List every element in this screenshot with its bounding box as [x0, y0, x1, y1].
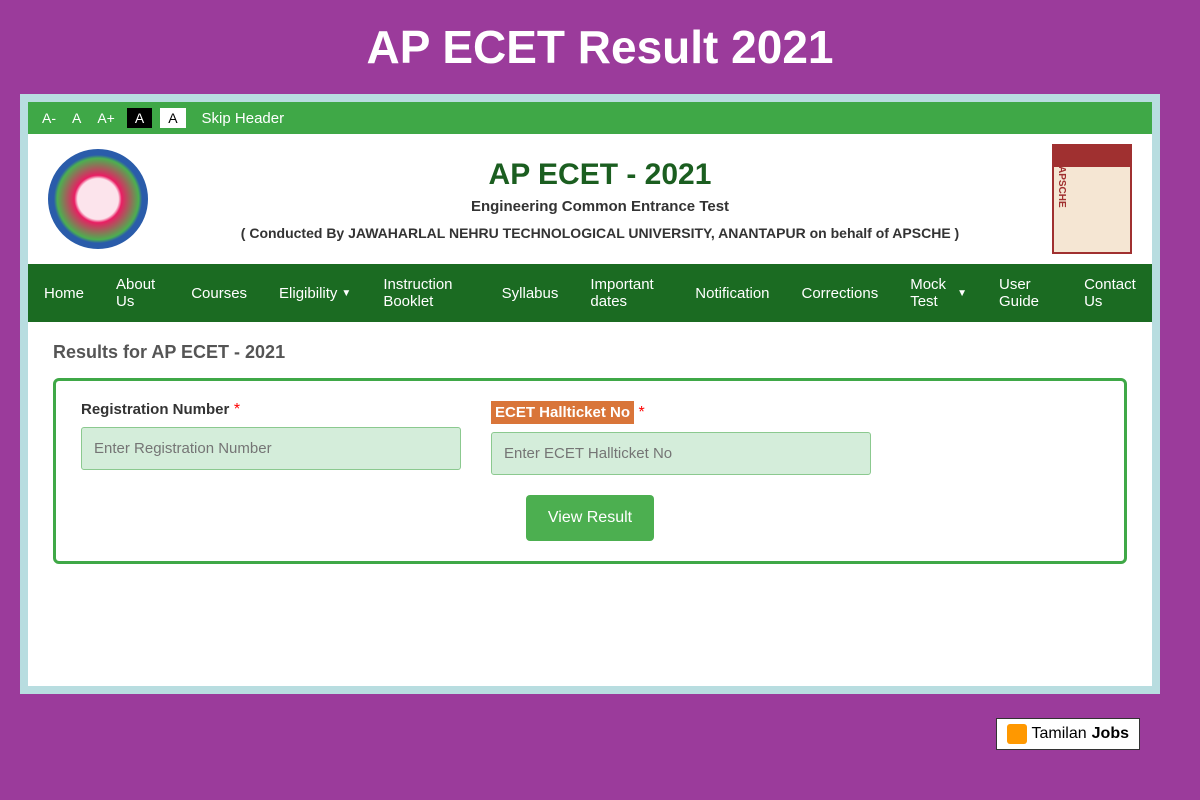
content-area: Results for AP ECET - 2021 Registration … — [28, 322, 1152, 584]
font-normal-button[interactable]: A — [68, 108, 85, 128]
contrast-light-button[interactable]: A — [160, 108, 185, 128]
registration-label-wrapper: Registration Number * — [81, 401, 461, 419]
accessibility-bar: A- A A+ A A Skip Header — [28, 102, 1152, 134]
chevron-down-icon: ▼ — [341, 288, 351, 299]
font-decrease-button[interactable]: A- — [38, 108, 60, 128]
nav-item-label: Notification — [695, 285, 769, 302]
nav-item-corrections[interactable]: Corrections — [786, 264, 895, 322]
main-title: AP ECET - 2021 — [148, 158, 1052, 192]
jntu-logo — [48, 149, 148, 249]
watermark-text1: Tamilan — [1032, 725, 1087, 743]
required-asterisk: * — [638, 404, 644, 421]
contrast-dark-button[interactable]: A — [127, 108, 152, 128]
hallticket-label: ECET Hallticket No — [491, 401, 634, 424]
nav-item-home[interactable]: Home — [28, 264, 100, 322]
nav-item-contact-us[interactable]: Contact Us — [1068, 264, 1152, 322]
watermark-icon — [1007, 724, 1027, 744]
inner-container: A- A A+ A A Skip Header AP ECET - 2021 E… — [28, 102, 1152, 686]
skip-header-link[interactable]: Skip Header — [202, 110, 285, 127]
view-result-button[interactable]: View Result — [526, 495, 654, 541]
navigation-bar: Home About Us Courses Eligibility ▼ Instructi… — [28, 264, 1152, 322]
nav-item-label: About Us — [116, 276, 159, 310]
page-title: AP ECET Result 2021 — [20, 20, 1180, 74]
nav-item-about-us[interactable]: About Us — [100, 264, 175, 322]
nav-item-label: Corrections — [802, 285, 879, 302]
hallticket-label-wrapper: ECET Hallticket No * — [491, 401, 871, 424]
registration-label: Registration Number — [81, 401, 229, 418]
nav-item-mock-test[interactable]: Mock Test ▼ — [894, 264, 983, 322]
nav-item-syllabus[interactable]: Syllabus — [486, 264, 575, 322]
nav-item-label: Contact Us — [1084, 276, 1136, 310]
nav-item-label: Eligibility — [279, 285, 337, 302]
conducted-by-text: ( Conducted By JAWAHARLAL NEHRU TECHNOLO… — [148, 225, 1052, 241]
nav-item-notification[interactable]: Notification — [679, 264, 785, 322]
nav-item-important-dates[interactable]: Important dates — [574, 264, 679, 322]
watermark-text2: Jobs — [1092, 725, 1129, 743]
nav-item-label: Courses — [191, 285, 247, 302]
registration-input[interactable] — [81, 427, 461, 470]
header-section: AP ECET - 2021 Engineering Common Entran… — [28, 134, 1152, 264]
font-increase-button[interactable]: A+ — [93, 108, 119, 128]
form-container: Registration Number * ECET Hallticket No… — [53, 378, 1127, 564]
nav-item-instruction-booklet[interactable]: Instruction Booklet — [367, 264, 485, 322]
button-row: View Result — [81, 495, 1099, 541]
nav-item-label: Home — [44, 285, 84, 302]
nav-item-label: User Guide — [999, 276, 1052, 310]
apsche-logo — [1052, 144, 1132, 254]
chevron-down-icon: ▼ — [957, 288, 967, 299]
nav-item-user-guide[interactable]: User Guide — [983, 264, 1068, 322]
screenshot-container: A- A A+ A A Skip Header AP ECET - 2021 E… — [20, 94, 1160, 694]
hallticket-group: ECET Hallticket No * — [491, 401, 871, 475]
header-center: AP ECET - 2021 Engineering Common Entran… — [148, 158, 1052, 241]
required-asterisk: * — [234, 401, 240, 418]
registration-group: Registration Number * — [81, 401, 461, 475]
nav-item-eligibility[interactable]: Eligibility ▼ — [263, 264, 367, 322]
hallticket-input[interactable] — [491, 432, 871, 475]
nav-item-label: Mock Test — [910, 276, 953, 310]
watermark: Tamilan Jobs — [996, 718, 1140, 750]
nav-item-label: Instruction Booklet — [383, 276, 469, 310]
form-row: Registration Number * ECET Hallticket No… — [81, 401, 1099, 475]
results-heading: Results for AP ECET - 2021 — [53, 342, 1127, 363]
nav-item-label: Syllabus — [502, 285, 559, 302]
nav-item-label: Important dates — [590, 276, 663, 310]
subtitle: Engineering Common Entrance Test — [148, 198, 1052, 215]
nav-item-courses[interactable]: Courses — [175, 264, 263, 322]
